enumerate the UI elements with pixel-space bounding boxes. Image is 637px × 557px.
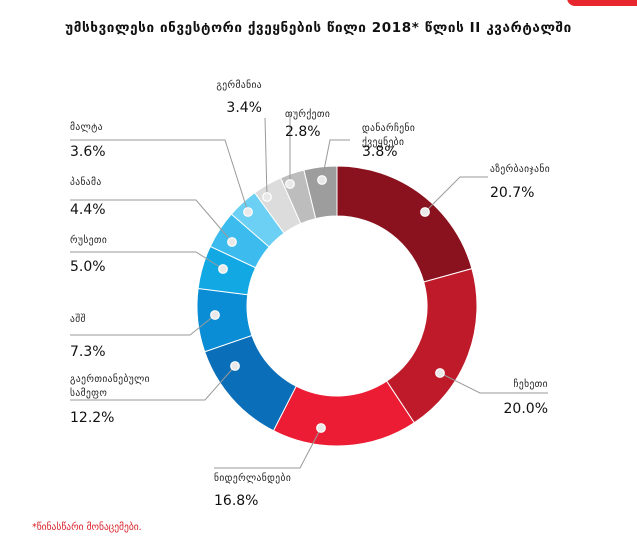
slice-7-value-label: 4.4% xyxy=(70,202,106,218)
slice-9-marker-dot xyxy=(262,192,272,202)
slice-1 xyxy=(336,165,473,283)
slice-1-leader-line xyxy=(424,176,488,213)
slice-6-value-label: 5.0% xyxy=(70,259,106,275)
chart-title: უმსხვილესი ინვესტორი ქვეყნების წილი 2018… xyxy=(65,20,572,36)
corner-tab xyxy=(567,0,637,6)
slice-8-name-label: მალტა xyxy=(70,122,103,133)
slice-2-leader-line xyxy=(439,372,548,394)
slice-4-marker-dot xyxy=(230,361,240,371)
slice-11-value-label: 3.8% xyxy=(362,144,398,160)
slice-2 xyxy=(385,268,478,424)
slice-2-name-label: ჩეხეთი xyxy=(514,379,549,390)
slice-6-leader-line xyxy=(70,251,224,270)
slice-3-marker-dot xyxy=(316,423,326,433)
slice-6-marker-dot xyxy=(218,264,228,274)
slice-10-value-label: 2.8% xyxy=(285,124,321,140)
slice-9-leader-line xyxy=(264,117,268,198)
slice-5-name-label: აშშ xyxy=(70,314,86,325)
slice-5-marker-dot xyxy=(210,310,220,320)
slice-8-value-label: 3.6% xyxy=(70,144,106,160)
footnote: *წინასწარი მონაცემები. xyxy=(32,522,142,533)
slice-4-leader-line xyxy=(70,365,236,401)
slice-2-marker-dot xyxy=(435,368,445,378)
slice-8-marker-dot xyxy=(243,207,253,217)
slice-7-leader-line xyxy=(70,199,233,243)
slice-11-marker-dot xyxy=(317,175,327,185)
slice-4-name-label: გაერთიანებული სამეფო xyxy=(70,374,150,399)
slice-8-leader-line xyxy=(70,139,249,213)
slice-7-marker-dot xyxy=(227,237,237,247)
slice-2-value-label: 20.0% xyxy=(504,401,548,417)
slice-3 xyxy=(272,380,415,447)
slice-3-value-label: 16.8% xyxy=(214,493,258,509)
slice-4-value-label: 12.2% xyxy=(70,410,114,426)
slice-1-name-label: აზერბაიჯანი xyxy=(490,164,550,175)
slice-1-marker-dot xyxy=(420,207,430,217)
slice-9-name-label: გერმანია xyxy=(216,80,262,91)
slice-11-leader-line xyxy=(321,139,350,181)
slice-7-name-label: პანამა xyxy=(70,177,102,188)
slice-3-leader-line xyxy=(214,427,322,469)
slice-10-name-label: თურქეთი xyxy=(285,109,330,120)
slice-5-leader-line xyxy=(70,314,216,336)
slice-10-marker-dot xyxy=(285,179,295,189)
slice-1-value-label: 20.7% xyxy=(490,185,534,201)
slice-11-name-label: დანარჩენი ქვეყნები xyxy=(362,123,415,148)
slice-11 xyxy=(303,165,338,220)
slice-9-value-label: 3.4% xyxy=(226,100,262,116)
slice-3-name-label: ნიდერლანდები xyxy=(214,473,291,484)
slice-5-value-label: 7.3% xyxy=(70,344,106,360)
slice-6-name-label: რუსეთი xyxy=(70,235,107,246)
